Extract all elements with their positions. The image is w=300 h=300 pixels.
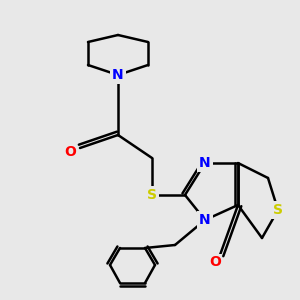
Text: S: S: [147, 188, 157, 202]
Text: N: N: [199, 213, 211, 227]
Text: O: O: [64, 145, 76, 159]
Text: O: O: [209, 255, 221, 269]
Text: S: S: [273, 203, 283, 217]
Text: N: N: [112, 68, 124, 82]
Text: N: N: [199, 156, 211, 170]
